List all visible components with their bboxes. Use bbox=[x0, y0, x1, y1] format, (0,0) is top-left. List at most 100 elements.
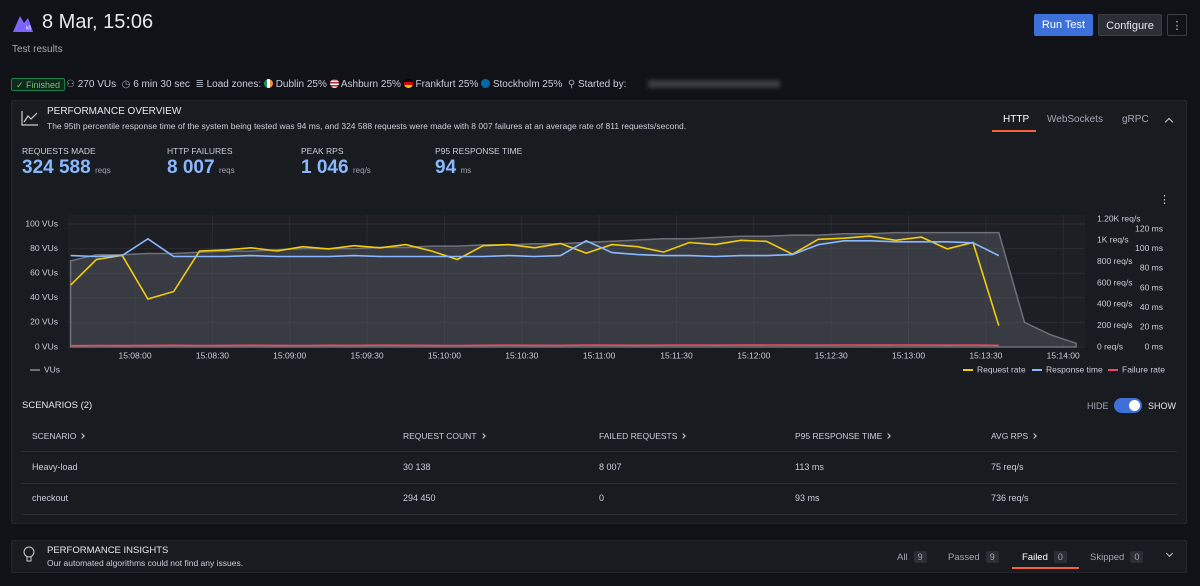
tab-name: All bbox=[897, 552, 908, 563]
chart: 15:08:00 15:08:30 15:09:00 15:09:30 15:10:00… bbox=[25, 213, 1165, 374]
toggle[interactable] bbox=[1114, 398, 1142, 413]
table-cell: 75 req/s bbox=[991, 462, 1024, 472]
insight-tab[interactable]: Passed 9 bbox=[948, 551, 999, 563]
vus: 270 VUs bbox=[77, 79, 117, 90]
column-label: P95 RESPONSE TIME bbox=[795, 431, 883, 441]
status-badge: ✓ Finished bbox=[11, 78, 66, 91]
stat-number: 8 007 bbox=[167, 157, 215, 178]
tab-indicator bbox=[1012, 567, 1079, 569]
zone: Stockholm 25% bbox=[492, 79, 563, 90]
flag bbox=[481, 79, 491, 88]
overview-icon bbox=[21, 111, 38, 126]
x-tick-label: 15:10:00 bbox=[428, 350, 461, 360]
insights-panel bbox=[11, 540, 1187, 573]
flag bbox=[263, 79, 273, 88]
table-cell: 8 007 bbox=[599, 462, 622, 472]
tab[interactable]: gRPC bbox=[1122, 114, 1149, 125]
y2-tick-label: 1K req/s bbox=[1097, 235, 1129, 245]
table-cell: 736 req/s bbox=[991, 493, 1029, 503]
tab[interactable]: WebSockets bbox=[1047, 114, 1103, 125]
insight-tab[interactable]: Failed 0 bbox=[1022, 551, 1067, 563]
stat-label: P95 RESPONSE TIME bbox=[435, 146, 523, 156]
legend-label: Request rate bbox=[977, 364, 1026, 374]
vus-area bbox=[69, 231, 1077, 348]
plot-background bbox=[68, 215, 1085, 347]
stat-value: 94 ms bbox=[435, 157, 471, 179]
x-tick-label: 15:09:00 bbox=[273, 350, 306, 360]
series-line bbox=[70, 237, 1000, 258]
column-label: AVG RPS bbox=[991, 431, 1029, 441]
x-tick-label: 15:08:30 bbox=[196, 350, 229, 360]
svg-text:k6: k6 bbox=[26, 25, 32, 31]
x-tick-label: 15:10:30 bbox=[505, 350, 538, 360]
x-tick-label: 15:13:00 bbox=[892, 350, 925, 360]
x-tick-label: 15:11:00 bbox=[583, 350, 616, 360]
stat-value: 1 046 req/s bbox=[301, 157, 371, 179]
column-header[interactable]: AVG RPS bbox=[991, 431, 1038, 441]
sort-chevron bbox=[1031, 433, 1038, 439]
run-test-button[interactable]: Run Test bbox=[1034, 14, 1093, 36]
y3-tick-label: 40 ms bbox=[1140, 302, 1163, 312]
x-tick-label: 15:12:30 bbox=[815, 350, 848, 360]
chart-menu[interactable]: ⋮ bbox=[1159, 194, 1170, 206]
stat-unit: reqs bbox=[219, 166, 235, 175]
sort-chevron bbox=[79, 433, 86, 439]
stat-label: HTTP FAILURES bbox=[167, 146, 233, 156]
column-header[interactable]: SCENARIO bbox=[32, 431, 86, 441]
sort-chevron bbox=[680, 433, 687, 439]
insights-description: Our automated algorithms could not find … bbox=[47, 558, 244, 568]
table-cell: 30 138 bbox=[403, 462, 431, 472]
column-label: FAILED REQUESTS bbox=[599, 431, 678, 441]
tab-count: 0 bbox=[1053, 551, 1067, 563]
sort-chevron bbox=[479, 433, 486, 439]
y3-tick-label: 120 ms bbox=[1135, 223, 1163, 233]
more-menu[interactable]: ⋮ bbox=[1167, 14, 1187, 36]
stat-number: 324 588 bbox=[22, 157, 91, 178]
row-separator bbox=[22, 451, 1177, 452]
y-tick-label: 100 VUs bbox=[25, 218, 58, 228]
insights-title: PERFORMANCE INSIGHTS bbox=[47, 545, 169, 556]
started-by-label: Started by: bbox=[578, 79, 627, 90]
row-separator bbox=[22, 514, 1177, 515]
y3-tick-label: 80 ms bbox=[1140, 263, 1163, 273]
y3-tick-label: 0 ms bbox=[1145, 341, 1163, 351]
scenarios-title: SCENARIOS (2) bbox=[22, 400, 93, 411]
table-cell: checkout bbox=[32, 493, 69, 503]
y-tick-label: 0 VUs bbox=[35, 341, 58, 351]
y3-tick-label: 60 ms bbox=[1140, 282, 1163, 292]
tab-name: Failed bbox=[1022, 552, 1048, 563]
tab-name: Skipped bbox=[1090, 552, 1125, 563]
y-tick-label: 20 VUs bbox=[30, 317, 58, 327]
legend-label: Response time bbox=[1046, 364, 1103, 374]
subtitle: Test results bbox=[12, 44, 63, 55]
column-header[interactable]: P95 RESPONSE TIME bbox=[795, 431, 892, 441]
insight-tab[interactable]: Skipped 0 bbox=[1090, 551, 1144, 563]
tab[interactable]: HTTP bbox=[1003, 114, 1030, 125]
stat-unit: req/s bbox=[353, 166, 371, 175]
sort-chevron bbox=[885, 433, 892, 439]
x-tick-label: 15:09:30 bbox=[351, 350, 384, 360]
x-tick-label: 15:11:30 bbox=[660, 350, 693, 360]
flag bbox=[403, 79, 413, 88]
overview-title: PERFORMANCE OVERVIEW bbox=[47, 106, 182, 117]
column-label: SCENARIO bbox=[32, 431, 77, 441]
zone: Dublin 25% bbox=[275, 79, 327, 90]
y2-tick-label: 0 req/s bbox=[1097, 341, 1123, 351]
page-title: 8 Mar, 15:06 bbox=[42, 11, 154, 33]
column-header[interactable]: REQUEST COUNT bbox=[403, 431, 486, 441]
insights-icon bbox=[23, 546, 35, 562]
table-cell: 93 ms bbox=[795, 493, 820, 503]
toggle-label: HIDE bbox=[1087, 401, 1109, 411]
tab-count: 0 bbox=[1130, 551, 1144, 563]
zone: Ashburn 25% bbox=[340, 79, 401, 90]
column-header[interactable]: FAILED REQUESTS bbox=[599, 431, 687, 441]
stat-unit: ms bbox=[460, 166, 472, 175]
logo: k6 bbox=[13, 16, 33, 32]
duration: 6 min 30 sec bbox=[133, 79, 190, 90]
y-tick-label: 40 VUs bbox=[30, 292, 58, 302]
insight-tab[interactable]: All 9 bbox=[897, 551, 927, 563]
configure-button[interactable]: Configure bbox=[1098, 14, 1162, 36]
stat-unit: reqs bbox=[95, 166, 111, 175]
tab-count: 9 bbox=[913, 551, 927, 563]
